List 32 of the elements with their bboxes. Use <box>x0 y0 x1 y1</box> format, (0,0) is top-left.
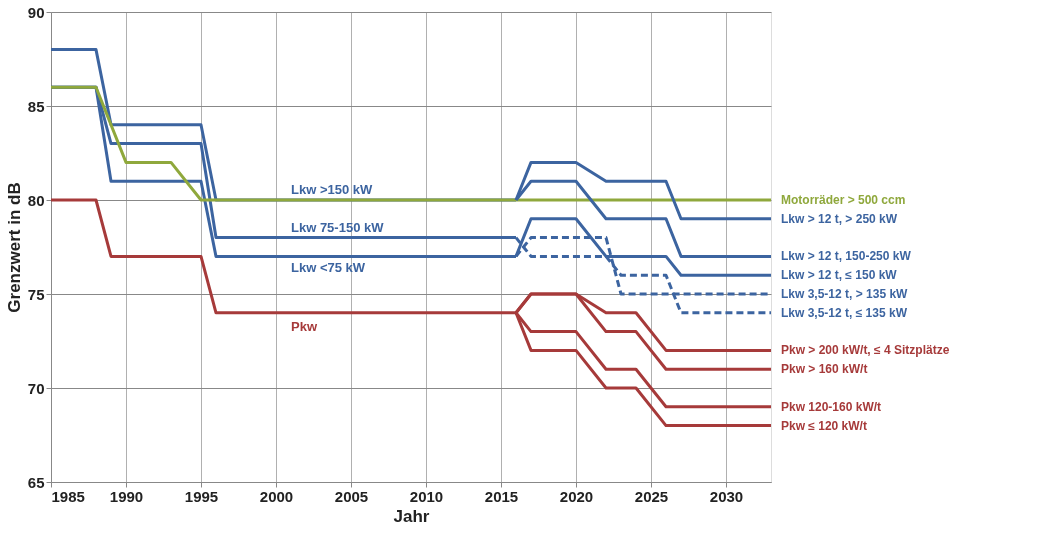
x-tick-label: 1985 <box>51 487 85 505</box>
y-axis-title: Grenzwert in dB <box>4 182 24 313</box>
y-tick-label: 90 <box>27 3 45 21</box>
series-label: Pkw > 160 kW/t <box>781 362 868 377</box>
y-tick-label: 75 <box>27 285 45 303</box>
y-tick-label: 70 <box>27 379 45 397</box>
x-tick-label: 2025 <box>634 487 669 505</box>
y-tick-label: 80 <box>27 191 45 209</box>
series-label: Lkw 75-150 kW <box>291 219 385 235</box>
series-label: Lkw > 12 t, 150-250 kW <box>781 249 912 264</box>
x-tick-label: 2015 <box>484 487 519 505</box>
series-label: Pkw 120-160 kW/t <box>781 399 882 414</box>
x-tick-label: 2000 <box>259 487 294 505</box>
series-label: Lkw 3,5-12 t, ≤ 135 kW <box>781 305 908 320</box>
series-label: Lkw >150 kW <box>291 182 374 197</box>
series-label: Motorräder > 500 ccm <box>781 193 906 207</box>
series-label: Pkw <box>291 318 318 334</box>
series-label: Lkw 3,5-12 t, > 135 kW <box>781 287 909 301</box>
y-tick-label: 65 <box>27 473 45 491</box>
x-tick-label: 2020 <box>559 487 594 505</box>
series-label: Lkw > 12 t, > 250 kW <box>781 211 898 226</box>
series-label: Pkw > 200 kW/t, ≤ 4 Sitzplätze <box>781 343 950 358</box>
series-label: Lkw > 12 t, ≤ 150 kW <box>781 268 898 283</box>
x-tick-label: 1995 <box>184 487 219 505</box>
series-label: Pkw ≤ 120 kW/t <box>781 418 867 433</box>
y-tick-label: 85 <box>27 97 45 115</box>
x-axis-title: Jahr <box>393 506 430 526</box>
x-tick-label: 2010 <box>409 487 444 505</box>
series-label: Lkw <75 kW <box>291 260 366 276</box>
x-tick-label: 2005 <box>334 487 369 505</box>
x-tick-label: 2030 <box>709 487 744 505</box>
x-tick-label: 1990 <box>109 487 144 505</box>
